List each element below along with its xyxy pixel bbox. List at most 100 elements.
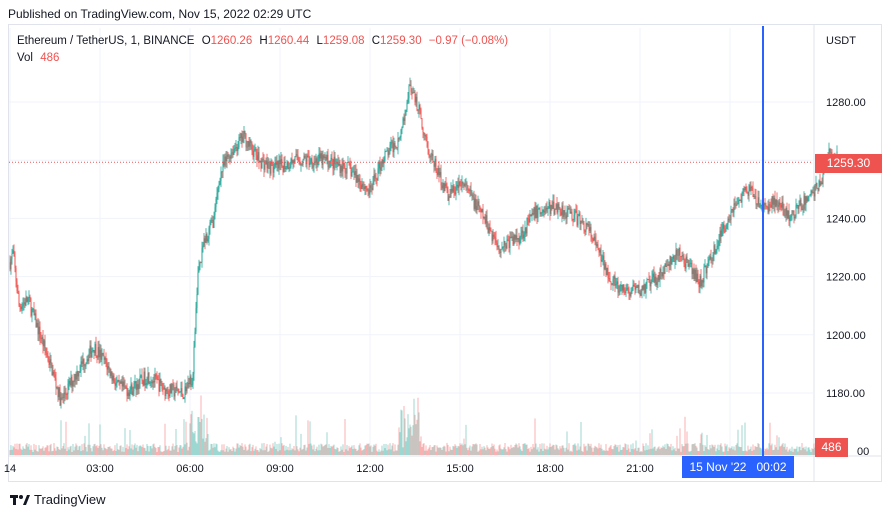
candle-body: [316, 158, 318, 165]
volume-bar: [96, 445, 98, 455]
volume-bar: [12, 445, 14, 455]
volume-bar: [252, 444, 254, 455]
volume-bar: [120, 445, 122, 455]
candle-body: [462, 181, 464, 184]
candle-body: [774, 198, 776, 207]
volume-bar: [380, 450, 382, 455]
candle-body: [555, 204, 557, 209]
volume-bar: [750, 446, 752, 455]
volume-bar: [518, 443, 520, 455]
volume-bar: [360, 447, 362, 455]
volume-bar: [754, 446, 756, 455]
volume-bar: [341, 449, 343, 455]
candle-body: [480, 209, 482, 213]
candle-body: [341, 165, 343, 172]
volume-bar: [205, 438, 207, 455]
candle-body: [357, 174, 359, 182]
volume-bar: [431, 447, 433, 455]
volume-bar: [773, 449, 775, 455]
volume-bar: [555, 444, 557, 455]
volume-bar: [268, 450, 270, 455]
price-tick-label: 1180.00: [826, 388, 865, 400]
volume-bar: [429, 444, 431, 455]
candle-body: [589, 227, 591, 231]
candle-body: [93, 350, 95, 353]
candle-body: [212, 219, 214, 228]
candle-body: [471, 194, 473, 196]
volume-bar: [481, 446, 483, 455]
candle-body: [661, 272, 663, 277]
volume-bar: [145, 450, 147, 455]
candle-body: [719, 230, 721, 242]
volume-bar: [779, 446, 781, 455]
candle-body: [455, 186, 457, 195]
volume-bar: [328, 444, 330, 455]
candle-body: [515, 235, 517, 240]
volume-bar: [224, 451, 226, 455]
candle-body: [46, 353, 48, 356]
volume-bar: [30, 445, 32, 455]
volume-bar: [244, 444, 246, 455]
candle-body: [167, 391, 169, 395]
volume-bar: [117, 449, 119, 455]
volume-bar: [345, 449, 347, 455]
volume-bar: [193, 433, 195, 455]
candle-body: [810, 190, 812, 195]
candle-body: [31, 308, 33, 316]
candle-body: [395, 146, 397, 148]
candle-body: [45, 348, 47, 354]
change-value: −0.97 (−0.08%): [428, 35, 509, 47]
volume-bar: [790, 451, 792, 455]
candle-body: [535, 205, 537, 219]
tradingview-footer[interactable]: TradingView: [10, 492, 106, 507]
candle-body: [197, 272, 199, 295]
candle-body: [86, 359, 88, 363]
candle-body: [371, 187, 373, 190]
candle-body: [705, 265, 707, 274]
candle-body: [739, 199, 741, 201]
volume-bar: [105, 448, 107, 455]
candle-body: [558, 203, 560, 209]
volume-bar: [334, 448, 336, 455]
symbol-label[interactable]: Ethereum / TetherUS, 1, BINANCE: [17, 35, 195, 47]
candle-body: [675, 249, 677, 262]
volume-bar: [774, 444, 776, 455]
volume-bar: [661, 447, 663, 455]
candle-body: [618, 291, 620, 293]
volume-bar: [613, 446, 615, 455]
candle-body: [369, 185, 371, 195]
candle-body: [174, 392, 176, 397]
volume-bar: [600, 444, 602, 455]
volume-bar: [720, 443, 722, 455]
volume-bar: [227, 451, 229, 455]
open-label: O: [201, 35, 211, 47]
volume-bar: [373, 444, 375, 455]
candle-body: [532, 212, 534, 215]
candle-body: [170, 384, 172, 394]
candle-body: [12, 250, 14, 254]
volume-bar: [95, 446, 97, 455]
candle-body: [686, 256, 688, 261]
candle-body: [295, 154, 297, 157]
volume-bar: [513, 447, 515, 455]
candle-body: [102, 353, 104, 355]
volume-bar: [281, 443, 283, 455]
candle-body: [607, 267, 609, 279]
candle-body: [434, 158, 436, 167]
candle-body: [541, 212, 543, 214]
candle-body: [735, 205, 737, 207]
published-caption: Published on TradingView.com, Nov 15, 20…: [8, 7, 312, 21]
candle-body: [206, 234, 208, 242]
candle-body: [475, 198, 477, 211]
volume-bar: [249, 443, 251, 455]
volume-bar: [83, 443, 85, 455]
candle-body: [210, 220, 212, 223]
candle-body: [358, 178, 360, 182]
candle-body: [805, 196, 807, 205]
candle-body: [393, 143, 395, 153]
candle-body: [464, 183, 466, 187]
candle-body: [304, 155, 306, 159]
candle-body: [384, 151, 386, 161]
candle-body: [538, 208, 540, 209]
